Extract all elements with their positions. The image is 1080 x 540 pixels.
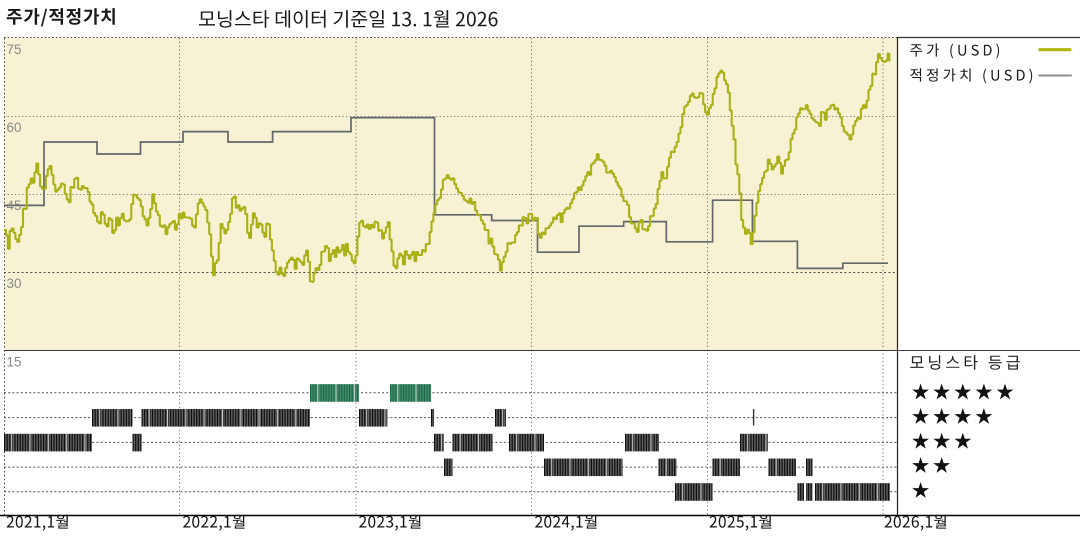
svg-text:15: 15 — [7, 355, 22, 370]
svg-text:30: 30 — [7, 276, 22, 291]
svg-text:60: 60 — [7, 120, 22, 135]
svg-text:75: 75 — [7, 42, 22, 57]
svg-text:45: 45 — [7, 198, 22, 213]
